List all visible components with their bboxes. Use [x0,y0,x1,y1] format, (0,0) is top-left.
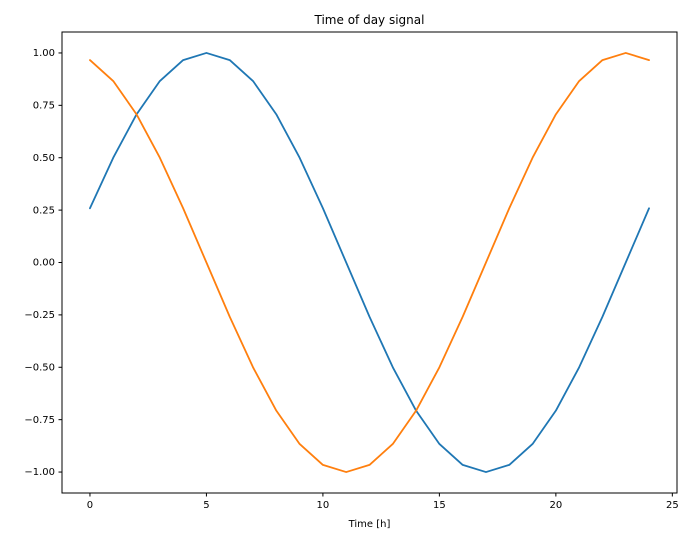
x-tick-label: 20 [549,500,562,511]
axes-border [61,31,678,494]
y-tick-label: 0.75 [33,101,55,112]
x-tick-label: 25 [666,500,679,511]
y-tick-label: −0.25 [24,310,55,321]
y-tick-label: 0.50 [33,153,55,164]
chart-title: Time of day signal [314,13,425,27]
x-axis-label: Time [h] [348,519,391,530]
y-tick-label: −0.50 [24,362,55,373]
x-tick-label: 15 [433,500,446,511]
y-tick-label: −1.00 [24,467,55,478]
y-tick-label: 0.00 [33,258,55,269]
y-tick-label: −0.75 [24,415,55,426]
x-tick-label: 5 [203,500,209,511]
series-line-2 [89,52,650,473]
x-tick-label: 10 [317,500,330,511]
series-line-1 [89,52,650,473]
plot-area [62,32,677,493]
y-tick-label: 0.25 [33,205,55,216]
y-tick-label: 1.00 [33,48,55,59]
x-tick-label: 0 [87,500,93,511]
